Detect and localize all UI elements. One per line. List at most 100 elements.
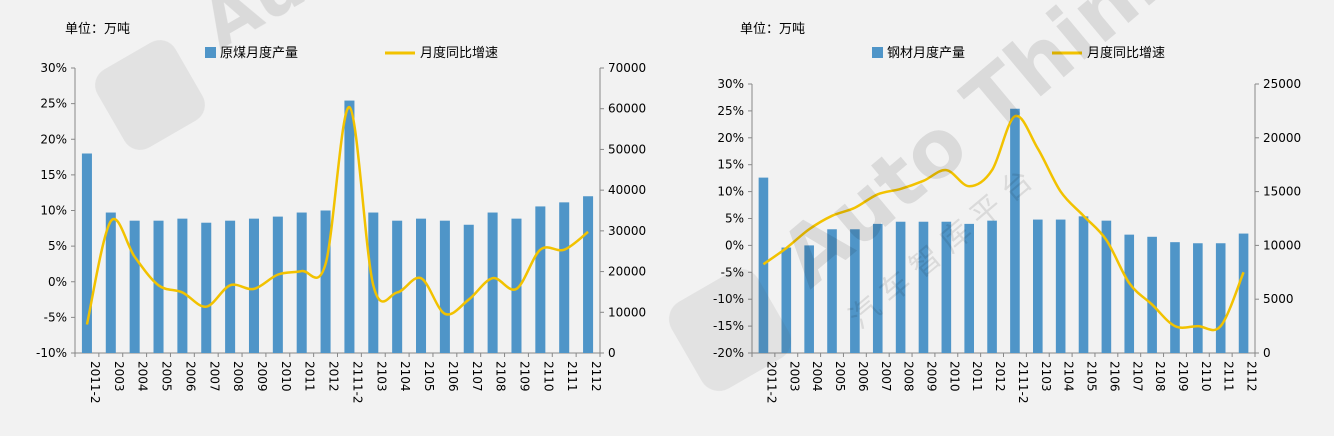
x-tick-label: 2005 (160, 361, 174, 392)
y-right-tick-label: 20000 (1263, 131, 1301, 145)
x-tick-label: 2010 (279, 361, 293, 392)
bar (1010, 109, 1020, 353)
x-tick-label: 2009 (924, 361, 938, 392)
bar (177, 219, 187, 353)
bar (1079, 216, 1089, 353)
bar (850, 229, 860, 353)
bar (942, 222, 952, 353)
y-right-tick-label: 0 (608, 346, 616, 360)
x-tick-label: 2011 (970, 361, 984, 392)
bar (804, 245, 814, 353)
x-tick-label: 2103 (1039, 361, 1053, 392)
x-tick-label: 2107 (1130, 361, 1144, 392)
bar (1124, 235, 1134, 353)
bar (1239, 234, 1249, 353)
y-left-tick-label: 15% (40, 168, 67, 182)
x-tick-label: 2005 (833, 361, 847, 392)
bar (464, 225, 474, 353)
bar (1056, 220, 1066, 353)
x-tick-label: 2007 (879, 361, 893, 392)
x-tick-label: 2010 (947, 361, 961, 392)
y-right-tick-label: 40000 (608, 183, 646, 197)
bar (559, 202, 569, 353)
x-tick-label: 2105 (1085, 361, 1099, 392)
x-tick-label: 2104 (398, 361, 412, 392)
y-left-tick-label: 25% (40, 97, 67, 111)
x-tick-label: 2008 (231, 361, 245, 392)
y-left-tick-label: -10% (713, 292, 744, 306)
y-left-tick-label: 5% (48, 239, 67, 253)
bar (321, 211, 331, 354)
bar (781, 248, 791, 353)
x-tick-label: 2108 (494, 361, 508, 392)
bar (535, 206, 545, 353)
x-tick-label: 2103 (374, 361, 388, 392)
y-right-tick-label: 25000 (1263, 77, 1301, 91)
y-left-tick-label: 5% (725, 212, 744, 226)
bar (1216, 243, 1226, 353)
x-tick-label: 2112 (1245, 361, 1259, 392)
y-left-tick-label: 10% (717, 185, 744, 199)
x-tick-label: 2107 (470, 361, 484, 392)
y-left-tick-label: -20% (713, 346, 744, 360)
bar (297, 213, 307, 353)
bar (919, 222, 929, 353)
y-left-tick-label: 25% (717, 104, 744, 118)
x-tick-label: 2012 (327, 361, 341, 392)
x-tick-label: 2004 (136, 361, 150, 392)
bar (896, 222, 906, 353)
legend-label-bar: 钢材月度产量 (887, 45, 965, 61)
x-tick-label: 2110 (1199, 361, 1213, 392)
y-left-tick-label: 0% (48, 275, 67, 289)
x-tick-label: 2105 (422, 361, 436, 392)
bar (827, 229, 837, 353)
x-tick-label: 2008 (902, 361, 916, 392)
x-tick-label: 2012 (993, 361, 1007, 392)
y-left-tick-label: 0% (725, 238, 744, 252)
legend: 原煤月度产量 月度同比增速 (205, 45, 498, 61)
y-right-tick-label: 15000 (1263, 185, 1301, 199)
bar (964, 224, 974, 353)
bar (987, 221, 997, 353)
y-left-tick-label: 30% (717, 77, 744, 91)
bar (249, 219, 259, 353)
x-tick-label: 2004 (810, 361, 824, 392)
chart-svg: 单位：万吨原煤月度产量月度同比增速-10%-5%0%5%10%15%20%25%… (0, 0, 667, 432)
bar (392, 221, 402, 353)
legend-label-line: 月度同比增速 (1087, 45, 1165, 61)
y-right-tick-label: 5000 (1263, 292, 1294, 306)
legend-swatch-bar (205, 47, 216, 58)
x-tick-label: 2111 (565, 361, 579, 392)
bar (583, 196, 593, 353)
y-left-tick-label: -10% (36, 346, 67, 360)
y-left-tick-label: -5% (44, 310, 67, 324)
y-left-tick-label: 15% (717, 158, 744, 172)
y-left-tick-label: 10% (40, 204, 67, 218)
y-left-tick-label: -15% (713, 319, 744, 333)
legend-label-line: 月度同比增速 (420, 45, 498, 61)
bar (759, 178, 769, 353)
y-left-tick-label: -5% (721, 265, 744, 279)
x-tick-label: 2112 (589, 361, 603, 392)
legend-swatch-bar (872, 47, 883, 58)
x-tick-label: 2003 (112, 361, 126, 392)
y-left-tick-label: 20% (717, 131, 744, 145)
bar (1033, 220, 1043, 353)
x-tick-label: 2011-2 (764, 361, 778, 404)
bar (873, 224, 883, 353)
y-right-tick-label: 60000 (608, 102, 646, 116)
y-right-tick-label: 30000 (608, 224, 646, 238)
x-tick-label: 2006 (183, 361, 197, 392)
y-right-tick-label: 10000 (1263, 238, 1301, 252)
bar (201, 223, 211, 353)
x-tick-label: 2006 (856, 361, 870, 392)
x-tick-label: 2109 (517, 361, 531, 392)
y-right-tick-label: 20000 (608, 265, 646, 279)
y-right-tick-label: 0 (1263, 346, 1271, 360)
steel-production-chart: 单位：万吨钢材月度产量月度同比增速-20%-15%-10%-5%0%5%10%1… (667, 0, 1334, 432)
x-tick-label: 2104 (1062, 361, 1076, 392)
legend-label-bar: 原煤月度产量 (220, 45, 298, 61)
bar (1170, 242, 1180, 353)
y-right-tick-label: 70000 (608, 61, 646, 75)
x-tick-label: 2003 (787, 361, 801, 392)
